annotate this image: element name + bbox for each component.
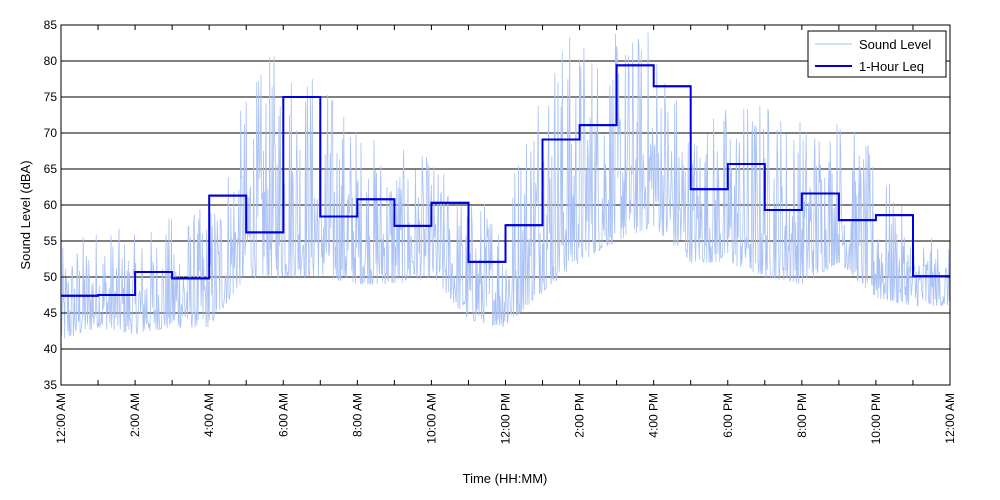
legend-label-1-hour-leq: 1-Hour Leq	[859, 59, 924, 74]
y-tick-label-60: 60	[44, 198, 58, 212]
legend: Sound Level 1-Hour Leq	[807, 30, 947, 78]
x-tick-label-12: 12:00 PM	[499, 393, 513, 444]
y-tick-label-50: 50	[44, 270, 58, 284]
y-tick-label-75: 75	[44, 90, 58, 104]
x-axis-title: Time (HH:MM)	[463, 471, 548, 486]
y-tick-label-55: 55	[44, 234, 58, 248]
x-tick-label-14: 2:00 PM	[573, 393, 587, 438]
tick-marks	[60, 24, 951, 386]
x-tick-label-18: 6:00 PM	[721, 393, 735, 438]
y-tick-label-70: 70	[44, 126, 58, 140]
x-tick-label-8: 8:00 AM	[350, 393, 364, 437]
x-axis-tick-labels: 12:00 AM 2:00 AM 4:00 AM 6:00 AM 8:00 AM 10:0…	[54, 393, 957, 444]
y-tick-label-80: 80	[44, 54, 58, 68]
x-tick-label-20: 8:00 PM	[795, 393, 809, 438]
leq-step-layer	[61, 64, 950, 297]
legend-label-sound-level: Sound Level	[859, 37, 931, 52]
y-axis-tick-labels: 35 40 45 50 55 60 65 70 75 80 85	[44, 18, 58, 392]
y-tick-label-40: 40	[44, 342, 58, 356]
x-tick-label-4: 4:00 AM	[202, 393, 216, 437]
sound-level-line	[60, 32, 951, 339]
legend-box	[807, 30, 947, 78]
y-tick-label-45: 45	[44, 306, 58, 320]
x-tick-label-10: 10:00 AM	[424, 393, 438, 444]
plot-area	[60, 24, 951, 386]
x-tick-label-6: 6:00 AM	[276, 393, 290, 437]
x-tick-label-24: 12:00 AM	[943, 393, 957, 444]
y-tick-label-35: 35	[44, 378, 58, 392]
y-axis-title: Sound Level (dBA)	[18, 160, 33, 269]
x-tick-label-0: 12:00 AM	[54, 393, 68, 444]
y-tick-label-65: 65	[44, 162, 58, 176]
x-tick-label-16: 4:00 PM	[647, 393, 661, 438]
y-tick-label-85: 85	[44, 18, 58, 32]
x-tick-label-22: 10:00 PM	[869, 393, 883, 444]
sound-level-trace-layer	[60, 32, 951, 339]
x-tick-label-2: 2:00 AM	[128, 393, 142, 437]
leq-step-line	[61, 64, 950, 297]
